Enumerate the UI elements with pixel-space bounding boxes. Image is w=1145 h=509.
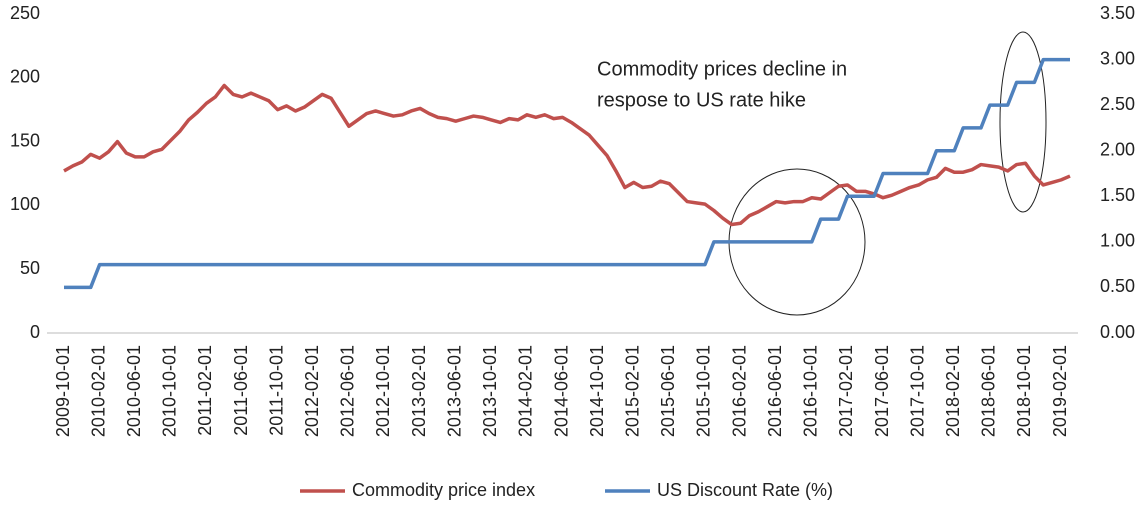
x-tick-label: 2018-06-01 bbox=[979, 345, 999, 437]
x-tick-label: 2018-10-01 bbox=[1014, 345, 1034, 437]
highlight-ellipse bbox=[999, 31, 1047, 213]
x-tick-label: 2010-06-01 bbox=[124, 345, 144, 437]
x-tick-label: 2019-02-01 bbox=[1050, 345, 1070, 437]
x-tick-label: 2014-10-01 bbox=[587, 345, 607, 437]
x-tick-label: 2012-06-01 bbox=[338, 345, 358, 437]
series-line bbox=[63, 83, 1071, 227]
x-tick-label: 2014-02-01 bbox=[516, 345, 536, 437]
x-tick-label: 2013-02-01 bbox=[409, 345, 429, 437]
annotation: respose to US rate hike bbox=[597, 89, 806, 111]
x-tick-label: 2011-10-01 bbox=[266, 345, 286, 436]
y2-tick-label: 2.00 bbox=[1100, 139, 1135, 159]
x-tick-label: 2017-06-01 bbox=[872, 345, 892, 437]
x-tick-label: 2015-06-01 bbox=[658, 345, 678, 437]
x-tick-label: 2017-02-01 bbox=[836, 345, 856, 437]
x-tick-label: 2010-10-01 bbox=[160, 345, 180, 437]
x-tick-label: 2012-10-01 bbox=[373, 345, 393, 437]
annotation: Commodity prices decline in bbox=[597, 58, 847, 80]
x-tick-label: 2016-10-01 bbox=[801, 345, 821, 437]
x-tick-label: 2015-10-01 bbox=[694, 345, 714, 437]
y2-tick-label: 0.00 bbox=[1100, 322, 1135, 342]
y-tick-label: 200 bbox=[10, 67, 40, 87]
x-tick-label: 2012-02-01 bbox=[302, 345, 322, 437]
y2-tick-label: 3.50 bbox=[1100, 3, 1135, 23]
x-tick-label: 2010-02-01 bbox=[88, 345, 108, 437]
x-tick-label: 2016-02-01 bbox=[729, 345, 749, 437]
y-tick-label: 250 bbox=[10, 3, 40, 23]
series-line bbox=[64, 57, 1070, 290]
legend-label: US Discount Rate (%) bbox=[657, 480, 833, 500]
y2-tick-label: 3.00 bbox=[1100, 48, 1135, 68]
x-tick-label: 2017-10-01 bbox=[907, 345, 927, 437]
x-tick-label: 2016-06-01 bbox=[765, 345, 785, 437]
y-tick-label: 100 bbox=[10, 194, 40, 214]
y2-tick-label: 1.00 bbox=[1100, 231, 1135, 251]
y-tick-label: 50 bbox=[20, 258, 40, 278]
x-tick-label: 2014-06-01 bbox=[551, 345, 571, 437]
x-tick-label: 2018-02-01 bbox=[943, 345, 963, 437]
legend-label: Commodity price index bbox=[352, 480, 535, 500]
x-tick-label: 2013-10-01 bbox=[480, 345, 500, 437]
x-tick-label: 2013-06-01 bbox=[444, 345, 464, 437]
x-tick-label: 2011-06-01 bbox=[231, 345, 251, 436]
x-tick-label: 2011-02-01 bbox=[195, 345, 215, 436]
y2-tick-label: 2.50 bbox=[1100, 94, 1135, 114]
y2-tick-label: 1.50 bbox=[1100, 185, 1135, 205]
y2-tick-label: 0.50 bbox=[1100, 276, 1135, 296]
x-tick-label: 2009-10-01 bbox=[53, 345, 73, 437]
x-tick-label: 2015-02-01 bbox=[623, 345, 643, 437]
y-tick-label: 0 bbox=[30, 322, 40, 342]
y-tick-label: 150 bbox=[10, 130, 40, 150]
